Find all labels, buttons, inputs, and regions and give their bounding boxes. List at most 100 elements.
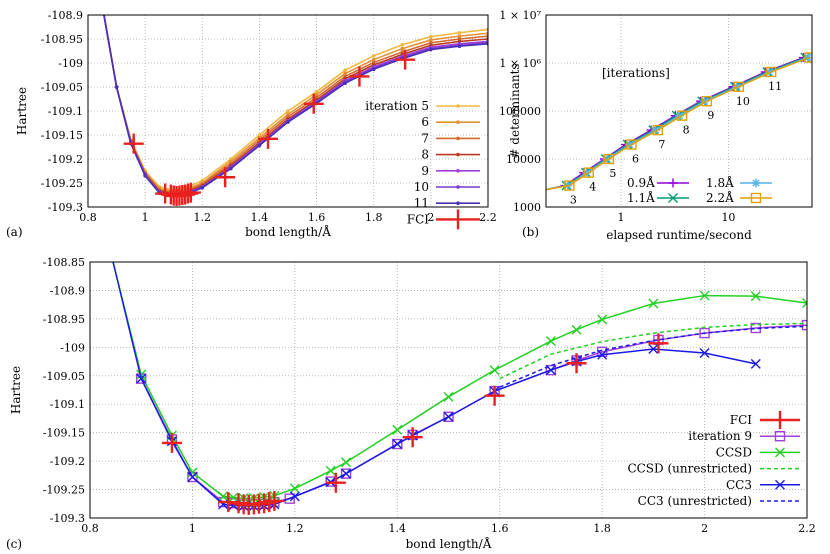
fci-point [258, 128, 278, 149]
series-point [652, 124, 664, 136]
y-tick-label: -109.15 [43, 427, 85, 440]
x-tick-label: 0.8 [79, 211, 97, 224]
y-tick-label: -109.1 [48, 105, 83, 118]
iteration-label: 4 [589, 181, 596, 194]
iteration-label: 8 [683, 124, 690, 137]
legend-label: CCSD (unrestricted) [627, 462, 752, 476]
legend-marker [456, 169, 460, 173]
x-tick-label: 1 [189, 522, 196, 535]
series-line-8 [103, 15, 488, 195]
series-point [676, 110, 688, 121]
series-point [804, 52, 812, 63]
series-point [100, 4, 104, 8]
y-tick-label: -108.95 [43, 313, 85, 326]
series-point [596, 346, 608, 358]
series-point [603, 153, 615, 165]
y-tick-label: 100000 [499, 105, 541, 118]
legend-label: 10 [414, 180, 429, 194]
series-point [674, 111, 684, 121]
series-point [286, 109, 290, 113]
series-point [289, 483, 300, 494]
y-tick-label: 1 × 10⁶ [499, 57, 541, 70]
series-point [429, 34, 433, 39]
legend-marker [456, 136, 460, 141]
series-point [733, 81, 745, 92]
y-tick-label: -108.9 [50, 284, 85, 297]
x-tick-label: 1 [142, 211, 149, 224]
series-point [100, 4, 104, 8]
legend-marker [456, 201, 460, 205]
fci-point [349, 66, 370, 87]
series-point [545, 336, 556, 347]
series-point [392, 439, 403, 450]
plot-frame [89, 261, 808, 519]
series-point [371, 57, 376, 62]
series-point [700, 96, 710, 106]
y-tick-label: -109.25 [41, 177, 83, 190]
x-tick-label: 1.8 [365, 211, 383, 224]
fci-point [484, 385, 505, 406]
series-point [651, 125, 661, 135]
series-point [136, 369, 147, 380]
legend-marker [774, 431, 786, 442]
legend-label: FCI [730, 413, 753, 427]
series-point [489, 365, 500, 376]
x-tick-label: 1.6 [308, 211, 326, 224]
y-axis-label: Hartree [15, 87, 29, 135]
plot-frame [87, 14, 489, 208]
series-point [343, 81, 347, 85]
iteration-label: 7 [658, 138, 665, 151]
series-line-CCSD-unrestricted- [499, 322, 807, 380]
series-line-1.8Å [546, 56, 809, 191]
series-point [257, 143, 262, 148]
series-point [143, 174, 147, 178]
series-point [314, 92, 319, 97]
legend-label: 0.9Å [627, 175, 655, 190]
x-tick-label: 1.2 [286, 522, 304, 535]
series-point [626, 139, 637, 150]
series-point [187, 472, 198, 483]
series-point [457, 34, 462, 38]
iteration-label: 10 [736, 95, 750, 108]
series-point [429, 38, 433, 42]
legend-marker [456, 104, 460, 108]
legend-marker [775, 479, 785, 490]
legend-label: iteration 9 [688, 429, 752, 443]
legend-label: FCI [407, 212, 430, 226]
legend-marker [751, 178, 761, 188]
series-point [341, 457, 352, 468]
series-point [257, 133, 262, 137]
y-tick-label: -109.25 [43, 484, 85, 497]
legend-label: 7 [421, 131, 429, 145]
series-point [218, 491, 229, 502]
legend-marker [668, 193, 678, 203]
fci-point [395, 49, 416, 70]
iteration-label: 11 [768, 80, 782, 93]
iteration-label: 5 [609, 167, 616, 180]
y-tick-label: 1 × 10⁷ [499, 9, 541, 22]
y-tick-label: -109.3 [48, 201, 83, 214]
series-point [284, 493, 295, 504]
legend-label: CC3 [726, 478, 752, 492]
y-tick-label: -109.05 [41, 81, 83, 94]
legend-marker [750, 192, 762, 204]
iteration-label: 6 [632, 153, 639, 166]
series-point [371, 54, 376, 58]
fci-point [180, 182, 201, 203]
legend-label: 9 [421, 164, 429, 178]
x-tick-label: 2.2 [479, 211, 497, 224]
legend-label: 1.1Å [627, 190, 655, 205]
series-point [343, 71, 347, 76]
plot-area [546, 52, 812, 191]
series-point [801, 319, 807, 331]
iteration-label: 3 [570, 194, 577, 207]
fci-point [215, 167, 236, 188]
fci-point [648, 333, 669, 354]
series-point [750, 358, 761, 369]
series-point [392, 438, 403, 450]
series-line-11 [103, 15, 488, 197]
series-point [583, 167, 594, 178]
series-point [764, 67, 774, 77]
series-point [564, 180, 575, 191]
